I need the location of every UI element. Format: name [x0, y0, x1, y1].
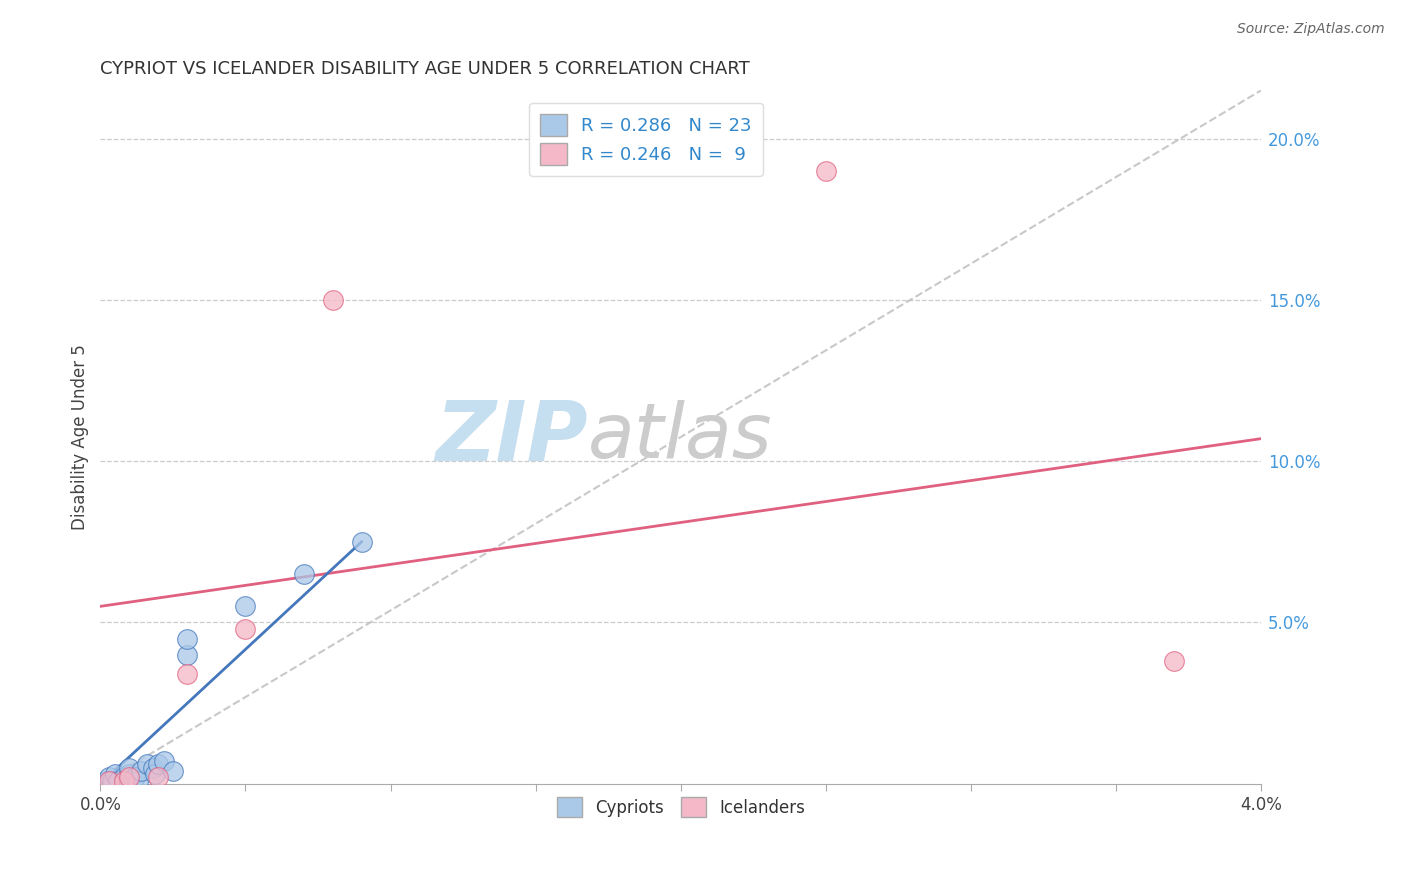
Text: CYPRIOT VS ICELANDER DISABILITY AGE UNDER 5 CORRELATION CHART: CYPRIOT VS ICELANDER DISABILITY AGE UNDE…	[100, 60, 751, 78]
Point	[124, 770, 146, 784]
Text: Source: ZipAtlas.com: Source: ZipAtlas.com	[1237, 22, 1385, 37]
Point	[107, 773, 129, 788]
Point	[292, 567, 315, 582]
Text: ZIP: ZIP	[436, 397, 588, 477]
Point	[112, 770, 135, 784]
Point	[98, 770, 121, 784]
Text: atlas: atlas	[588, 400, 772, 474]
Point	[235, 599, 257, 614]
Point	[176, 667, 198, 681]
Point	[162, 764, 184, 778]
Point	[127, 773, 149, 788]
Point	[235, 622, 257, 636]
Point	[104, 767, 127, 781]
Point	[101, 773, 124, 788]
Point	[118, 761, 141, 775]
Point	[129, 764, 152, 778]
Legend: Cypriots, Icelanders: Cypriots, Icelanders	[550, 790, 811, 824]
Point	[176, 648, 198, 662]
Point	[118, 767, 141, 781]
Point	[322, 293, 344, 307]
Point	[118, 770, 141, 784]
Point	[112, 773, 135, 788]
Point	[153, 754, 176, 768]
Point	[142, 761, 165, 775]
Point	[98, 773, 121, 788]
Point	[148, 757, 170, 772]
Point	[148, 770, 170, 784]
Point	[118, 773, 141, 788]
Point	[135, 757, 157, 772]
Point	[145, 767, 167, 781]
Point	[96, 773, 118, 788]
Point	[350, 534, 373, 549]
Point	[1163, 654, 1185, 668]
Point	[814, 164, 837, 178]
Y-axis label: Disability Age Under 5: Disability Age Under 5	[72, 344, 89, 530]
Point	[176, 632, 198, 646]
